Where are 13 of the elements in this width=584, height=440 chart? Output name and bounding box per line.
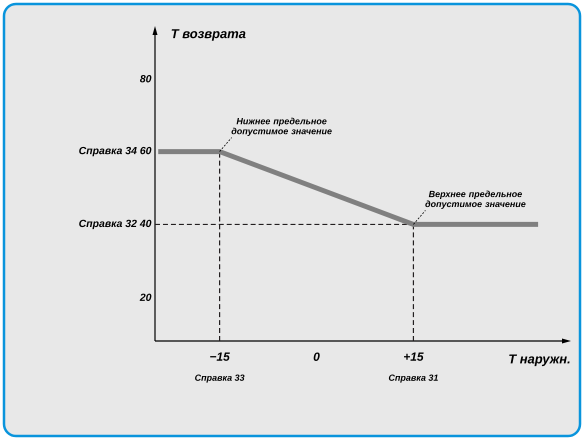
x-tick-label: −15 — [210, 352, 230, 361]
y-tick-label: Справка 32 40 — [79, 220, 152, 230]
y-axis-title: Т возврата — [172, 29, 246, 41]
y-tick-label: 80 — [140, 75, 152, 82]
annotation: Верхнее предельное допустимое значение — [425, 190, 526, 209]
x-tick-label: +15 — [404, 352, 424, 361]
text: Справка 33 — [195, 374, 244, 383]
x-axis-title: Т наружн. — [509, 354, 570, 366]
text: Справка 31 — [388, 374, 438, 383]
annotation: Нижнее предельное допустимое значение — [232, 118, 332, 136]
y-tick-label: Справка 34 60 — [79, 146, 152, 156]
y-tick-label: 20 — [140, 294, 152, 301]
x-tick-label: 0 — [314, 352, 320, 361]
